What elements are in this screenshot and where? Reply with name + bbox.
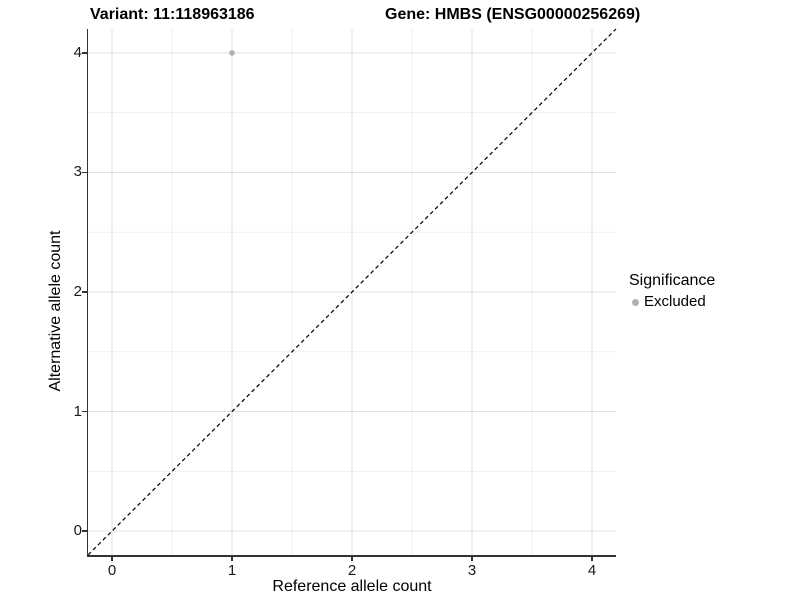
gene-title: Gene: HMBS (ENSG00000256269) xyxy=(385,6,641,23)
y-tick-label: 2 xyxy=(73,283,82,300)
legend: Significance Excluded xyxy=(629,271,794,311)
x-tick-mark xyxy=(351,556,353,561)
y-tick-mark xyxy=(82,291,87,293)
plot-canvas xyxy=(87,28,617,556)
x-tick-label: 2 xyxy=(347,562,357,579)
x-tick-mark xyxy=(231,556,233,561)
excluded-point-icon xyxy=(632,298,639,306)
x-tick-label: 3 xyxy=(467,562,477,579)
legend-item-label: Excluded xyxy=(644,293,706,310)
y-tick-mark xyxy=(82,410,87,413)
y-tick-label: 3 xyxy=(73,163,82,181)
x-tick-label: 4 xyxy=(587,562,597,579)
plot-panel xyxy=(87,28,617,556)
data-point xyxy=(229,50,235,56)
legend-item-excluded: Excluded xyxy=(629,293,794,311)
x-tick-mark xyxy=(591,556,593,561)
y-axis-line xyxy=(86,29,88,557)
y-tick-mark xyxy=(82,171,87,174)
x-axis-line xyxy=(86,555,616,557)
variant-title: Variant: 11:118963186 xyxy=(90,6,255,23)
y-tick-label: 1 xyxy=(73,402,82,420)
x-tick-mark xyxy=(471,556,473,561)
y-tick-label: 0 xyxy=(73,522,82,540)
y-tick-mark xyxy=(82,52,87,54)
y-tick-mark xyxy=(82,530,87,532)
x-tick-label: 1 xyxy=(227,562,237,579)
x-tick-mark xyxy=(111,556,113,561)
y-tick-label: 4 xyxy=(73,43,82,61)
x-axis-title: Reference allele count xyxy=(272,578,432,595)
x-tick-label: 0 xyxy=(107,562,117,579)
identity-reference-line xyxy=(87,28,617,556)
legend-title: Significance xyxy=(629,272,716,289)
